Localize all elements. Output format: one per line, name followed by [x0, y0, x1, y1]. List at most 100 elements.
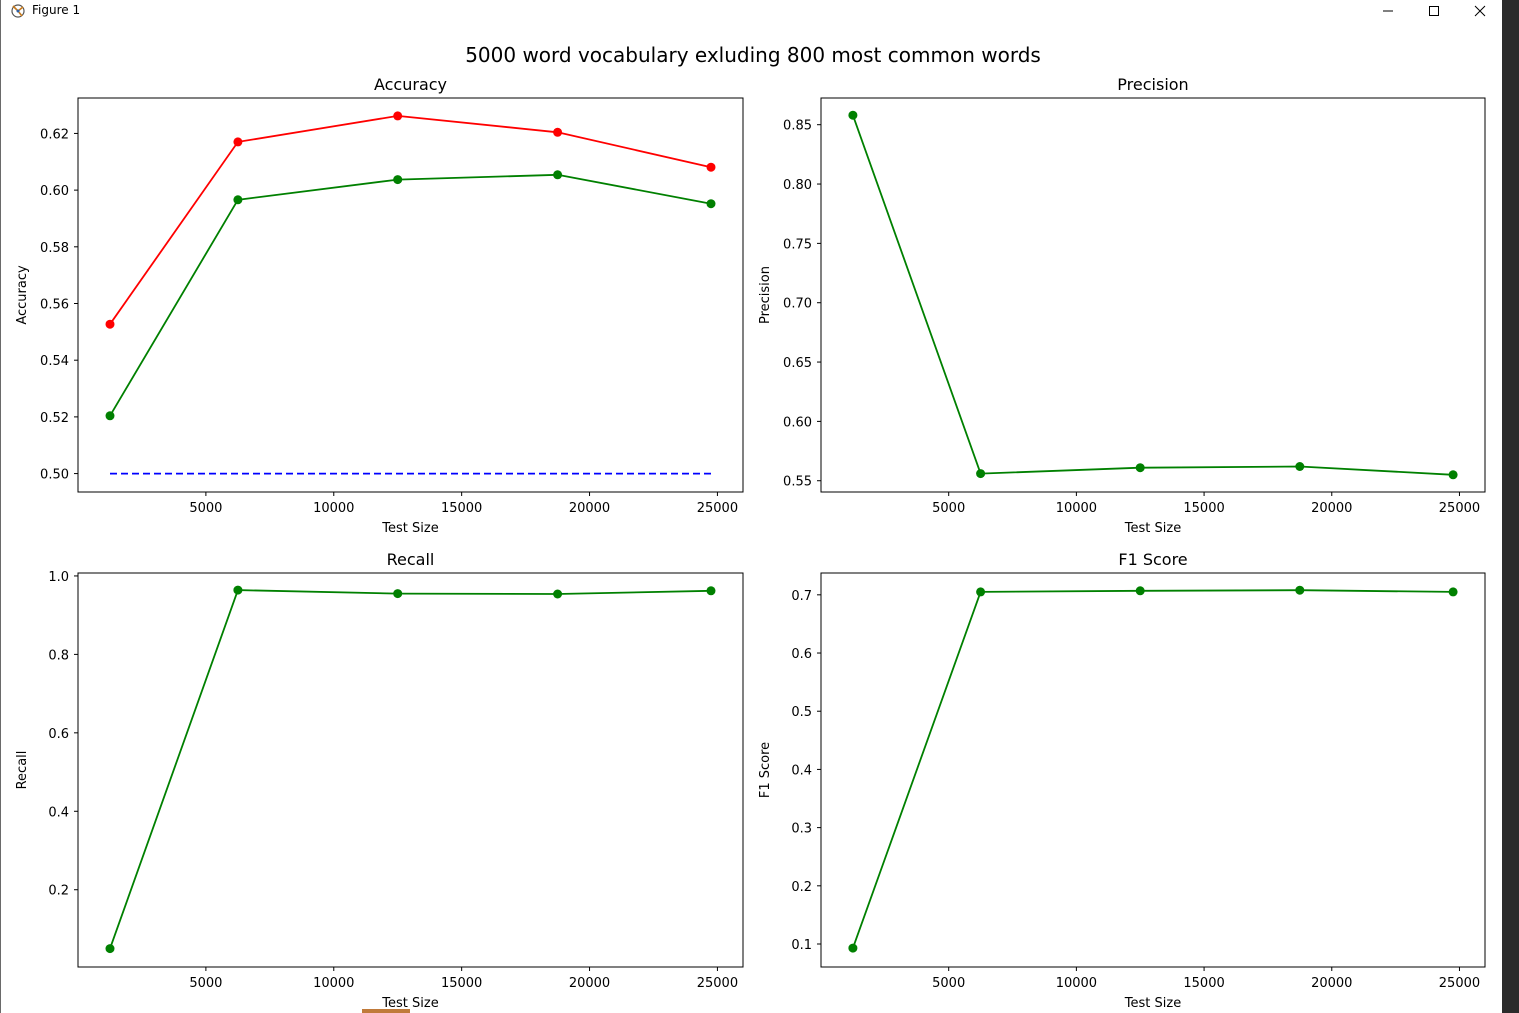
subplot-f1-score: F1 Score 5000 10000 15000 20000 25000 Test Siz…	[758, 550, 1486, 1011]
data-point	[233, 137, 243, 147]
y-tick-label: 0.60	[40, 184, 69, 199]
data-point	[393, 589, 403, 599]
data-point	[553, 127, 563, 137]
y-tick-label: 0.56	[40, 298, 69, 313]
y-tick-label: 0.54	[40, 354, 69, 369]
x-tick-label: 25000	[697, 501, 738, 516]
data-point	[1135, 586, 1145, 596]
x-tick-label: 5000	[932, 976, 965, 991]
minimize-icon	[1383, 10, 1393, 12]
subplot-accuracy: Accuracy 5000 10000 15000 20000 25000 Test Siz…	[15, 75, 744, 536]
maximize-icon	[1429, 6, 1439, 16]
figure-suptitle: 5000 word vocabulary exluding 800 most c…	[465, 43, 1041, 67]
subplot-title: Accuracy	[374, 75, 447, 94]
subplot-title: Precision	[1117, 75, 1188, 94]
data-point	[233, 585, 243, 595]
window-title: Figure 1	[32, 3, 81, 17]
subplot-title: Recall	[387, 550, 435, 569]
axes-frame	[820, 97, 1486, 493]
x-tick-label: 15000	[441, 976, 482, 991]
data-point	[1448, 470, 1458, 480]
matplotlib-figure-icon	[11, 4, 25, 18]
minimize-button[interactable]	[1365, 0, 1411, 22]
close-icon	[1474, 5, 1486, 17]
data-point	[105, 411, 115, 421]
data-point	[393, 111, 403, 121]
y-tick-label: 0.3	[791, 822, 812, 837]
data-point	[848, 943, 858, 953]
x-tick-label: 15000	[1183, 976, 1224, 991]
y-tick-label: 0.70	[783, 297, 812, 312]
close-button[interactable]	[1457, 0, 1503, 22]
x-tick-label: 20000	[569, 501, 610, 516]
data-point	[976, 587, 986, 597]
y-tick-label: 0.65	[783, 356, 812, 371]
data-point	[553, 170, 563, 180]
y-tick-label: 0.58	[40, 241, 69, 256]
maximize-button[interactable]	[1411, 0, 1457, 22]
x-tick-label: 5000	[932, 501, 965, 516]
x-tick-label: 15000	[441, 501, 482, 516]
y-axis-label: F1 Score	[758, 742, 773, 798]
data-point	[1135, 463, 1145, 473]
y-tick-label: 0.7	[791, 589, 812, 604]
y-axis-label: Precision	[758, 266, 773, 324]
data-point	[1448, 587, 1458, 597]
y-axis-label: Recall	[15, 751, 30, 790]
subplot-title: F1 Score	[1118, 550, 1187, 569]
x-tick-label: 15000	[1183, 501, 1224, 516]
x-tick-label: 25000	[697, 976, 738, 991]
y-tick-label: 0.4	[48, 805, 69, 820]
title-bar[interactable]: Figure 1	[1, 0, 1503, 22]
y-tick-label: 0.85	[783, 119, 812, 134]
y-tick-label: 0.50	[40, 468, 69, 483]
x-tick-label: 10000	[1056, 501, 1097, 516]
x-tick-label: 25000	[1439, 501, 1480, 516]
data-point	[706, 586, 716, 596]
y-tick-label: 0.6	[791, 647, 812, 662]
y-tick-label: 0.55	[783, 475, 812, 490]
y-tick-label: 1.0	[48, 570, 69, 585]
x-axis-label: Test Size	[381, 996, 438, 1011]
data-point	[553, 589, 563, 599]
x-axis-label: Test Size	[1124, 996, 1181, 1011]
y-tick-label: 0.1	[791, 938, 812, 953]
data-point	[976, 469, 986, 479]
x-tick-label: 25000	[1439, 976, 1480, 991]
x-tick-label: 20000	[1311, 501, 1352, 516]
y-tick-label: 0.52	[40, 411, 69, 426]
data-point	[706, 162, 716, 172]
subplot-recall: Recall 5000 10000 15000 20000 25000 Test Size 0…	[15, 550, 744, 1011]
y-tick-label: 0.4	[791, 763, 812, 778]
y-tick-label: 0.6	[48, 727, 69, 742]
x-tick-label: 20000	[1311, 976, 1352, 991]
x-tick-label: 5000	[189, 501, 222, 516]
axes-frame	[820, 572, 1486, 968]
taskbar-tab-edge	[362, 1009, 410, 1013]
x-tick-label: 10000	[313, 976, 354, 991]
y-tick-label: 0.60	[783, 415, 812, 430]
x-tick-label: 10000	[313, 501, 354, 516]
x-tick-label: 20000	[569, 976, 610, 991]
x-axis-label: Test Size	[381, 521, 438, 536]
y-tick-label: 0.80	[783, 178, 812, 193]
data-point	[105, 319, 115, 329]
data-point	[1295, 585, 1305, 595]
y-tick-label: 0.62	[40, 127, 69, 142]
y-tick-label: 0.8	[48, 648, 69, 663]
axes-frame	[77, 97, 744, 493]
y-tick-label: 0.5	[791, 705, 812, 720]
x-axis-label: Test Size	[1124, 521, 1181, 536]
x-tick-label: 10000	[1056, 976, 1097, 991]
x-tick-label: 5000	[189, 976, 222, 991]
y-tick-label: 0.75	[783, 237, 812, 252]
data-point	[393, 175, 403, 185]
data-point	[1295, 462, 1305, 471]
data-point	[233, 195, 243, 205]
data-point	[848, 110, 858, 120]
background-desktop	[1502, 0, 1519, 1013]
axes-frame	[77, 572, 744, 968]
y-tick-label: 0.2	[791, 880, 812, 895]
data-point	[105, 944, 115, 954]
